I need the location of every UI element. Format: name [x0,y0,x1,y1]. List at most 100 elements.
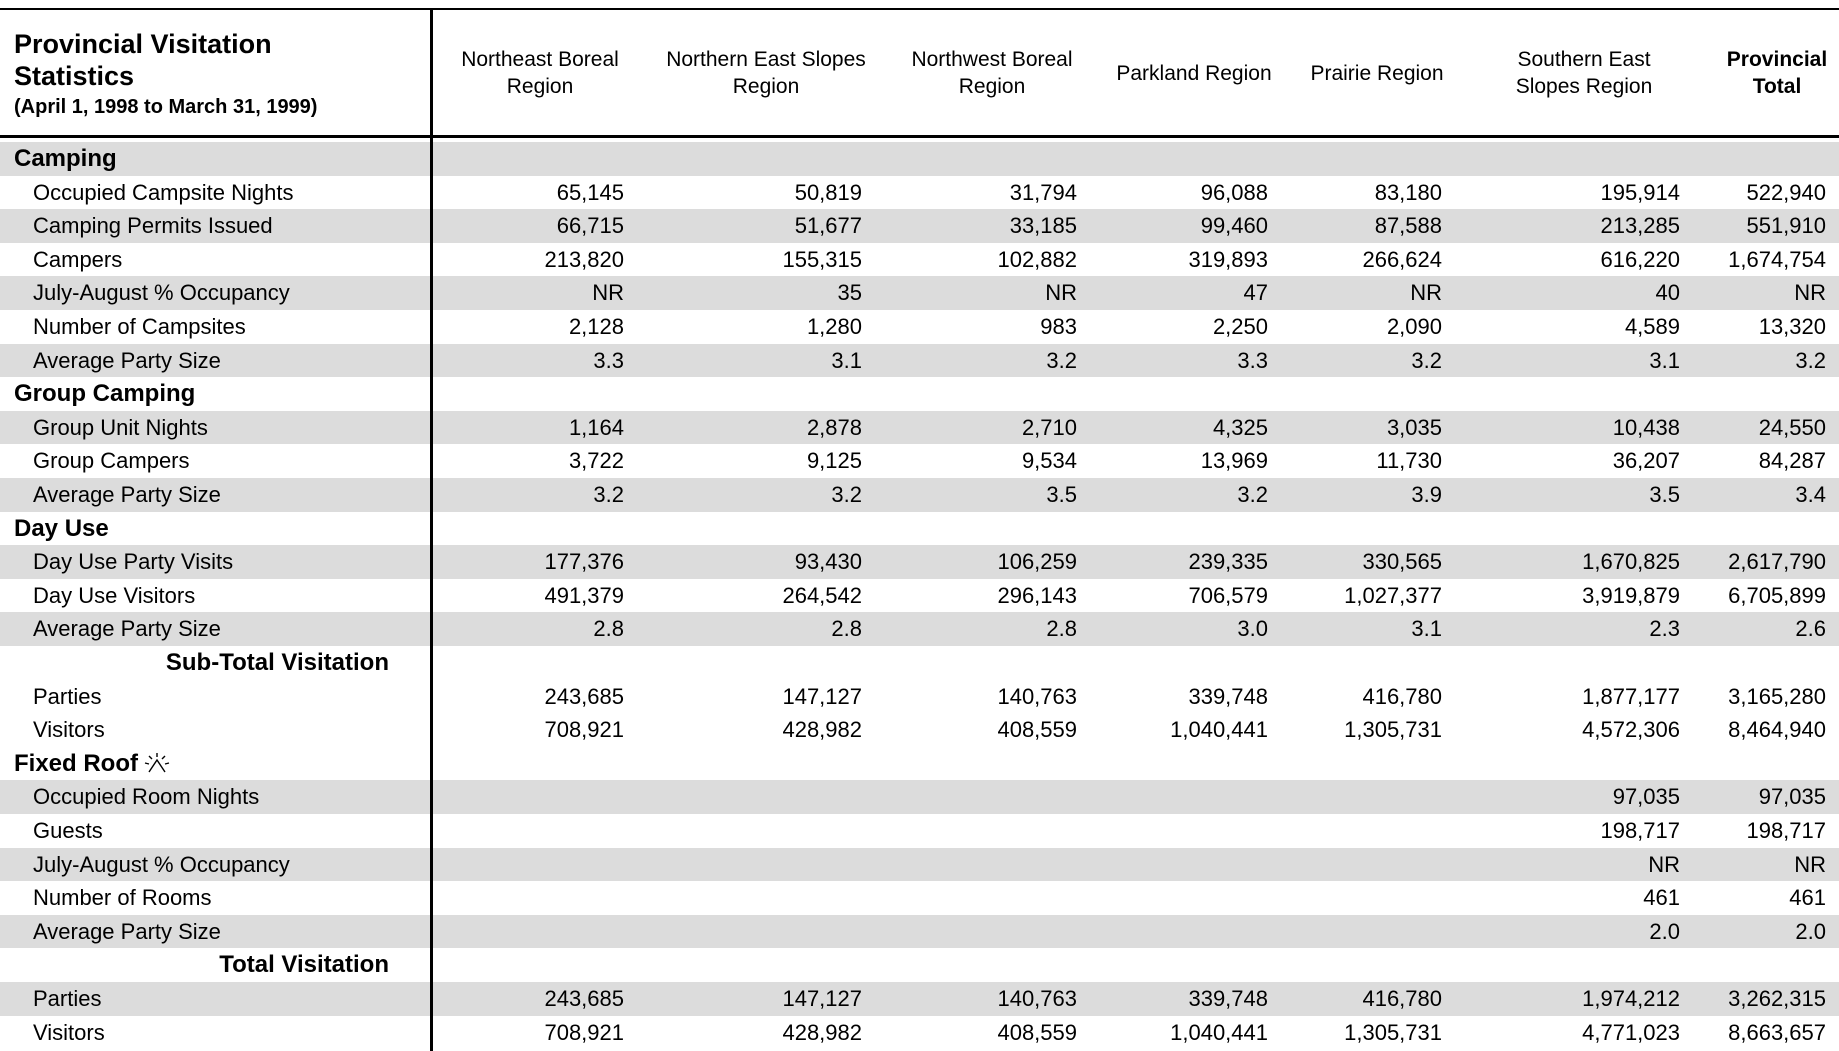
row-shade [0,780,1839,814]
cell-value: 83,180 [1374,179,1442,205]
cell-value: 36,207 [1612,448,1680,474]
cell-value: 2.3 [1649,616,1680,642]
cell-value: 2.6 [1795,616,1826,642]
cell-value: 3.2 [831,482,862,507]
column-header: Parkland Region [1116,62,1272,85]
cell-value: 706,579 [1188,582,1268,608]
cell-value: 9,534 [1021,448,1077,474]
cell-value: 1,674,754 [1728,246,1826,272]
cell-value: 87,588 [1374,213,1442,239]
cell-value: 97,035 [1758,784,1826,810]
row-label: Average Party Size [33,918,221,944]
cell-value: 408,559 [997,1019,1077,1045]
cell-value: 2,878 [806,414,862,440]
cell-value: 51,677 [794,213,862,239]
row-shade [0,343,1839,378]
row-shade [0,276,1839,310]
cell-value: 11,730 [1376,448,1442,474]
row-shade [0,478,1839,512]
cell-value: 147,127 [782,986,862,1011]
cell-value: 1,027,377 [1344,582,1442,608]
cell-value: 3,165,280 [1728,683,1826,709]
cell-value: 2,250 [1212,314,1268,339]
cell-value: 3,722 [568,448,624,474]
cell-value: 239,335 [1188,549,1268,575]
row-shade [0,612,1839,646]
cell-value: 4,325 [1212,414,1268,440]
cell-value: 1,877,177 [1582,683,1680,709]
cell-value: 198,717 [1746,818,1826,843]
cell-value: 1,305,731 [1344,717,1442,743]
icon [144,752,170,773]
cell-value: 102,882 [997,246,1077,272]
cell-value: 3.2 [1237,482,1268,507]
column-header: Provincial Total [1726,48,1828,98]
cell-value: 4,589 [1624,314,1680,339]
cell-value: 3.3 [1237,347,1268,373]
cell-value: 2.8 [593,616,624,642]
cell-value: 3.2 [1411,347,1442,373]
column-header: Southern East Slopes Region [1515,48,1653,98]
cell-value: 3.5 [1649,482,1680,507]
cell-value: 339,748 [1188,986,1268,1011]
cell-value: 33,185 [1009,213,1077,239]
row-label: Camping Permits Issued [33,213,273,239]
cell-value: 416,780 [1362,986,1442,1011]
cell-value: 198,717 [1600,818,1680,843]
cell-value: 243,685 [544,683,624,709]
cell-value: NR [1648,851,1680,877]
section-heading: Group Camping [14,380,196,408]
cell-value: NR [1794,280,1826,306]
cell-value: 1,164 [568,414,624,440]
cell-value: 6,705,899 [1728,582,1826,608]
row-label: Visitors [33,1019,105,1045]
column-header: Northern East Slopes Region [666,48,866,98]
column-header: Northwest Boreal Region [911,48,1073,98]
cell-value: 13,969 [1200,448,1268,474]
row-label: July-August % Occupancy [33,280,290,306]
cell-value: 3.0 [1237,616,1268,642]
row-shade [0,545,1839,579]
cell-value: 408,559 [997,717,1077,743]
column-divider [430,8,433,1051]
row-shade [0,142,1839,176]
column-header: Prairie Region [1310,62,1444,85]
cell-value: 177,376 [544,549,624,575]
cell-value: NR [1045,280,1077,306]
cell-value: 8,464,940 [1728,717,1826,743]
top-rule [0,8,1839,10]
cell-value: 47 [1243,280,1268,306]
cell-value: 3,262,315 [1728,986,1826,1011]
cell-value: 4,771,023 [1582,1019,1680,1045]
row-label: Guests [33,818,103,843]
cell-value: 2.8 [1046,616,1077,642]
row-shade [0,410,1839,445]
cell-value: 9,125 [806,448,862,474]
section-heading: Total Visitation [219,951,389,979]
cell-value: 140,763 [997,986,1077,1011]
subtitle: (April 1, 1998 to March 31, 1999) [14,96,318,118]
cell-value: 66,715 [556,213,624,239]
row-label: Group Campers [33,448,190,474]
cell-value: 428,982 [782,717,862,743]
cell-value: 3.4 [1795,482,1826,507]
cell-value: 8,663,657 [1728,1019,1826,1045]
cell-value: 3.1 [831,347,862,373]
cell-value: 1,280 [806,314,862,339]
cell-value: 106,259 [997,549,1077,575]
cell-value: 522,940 [1746,179,1826,205]
cell-value: 3.1 [1411,616,1442,642]
row-shade [0,914,1839,949]
row-label: Occupied Room Nights [33,784,260,810]
cell-value: 551,910 [1746,213,1826,239]
cell-value: 3.9 [1411,482,1442,507]
cell-value: 1,040,441 [1170,1019,1268,1045]
cell-value: 3.2 [1046,347,1077,373]
cell-value: 1,974,212 [1582,986,1680,1011]
cell-value: 40 [1655,280,1680,306]
row-shade [0,847,1839,882]
cell-value: 2.8 [831,616,862,642]
section-heading: Sub-Total Visitation [165,649,389,676]
row-label: Day Use Party Visits [33,549,234,575]
